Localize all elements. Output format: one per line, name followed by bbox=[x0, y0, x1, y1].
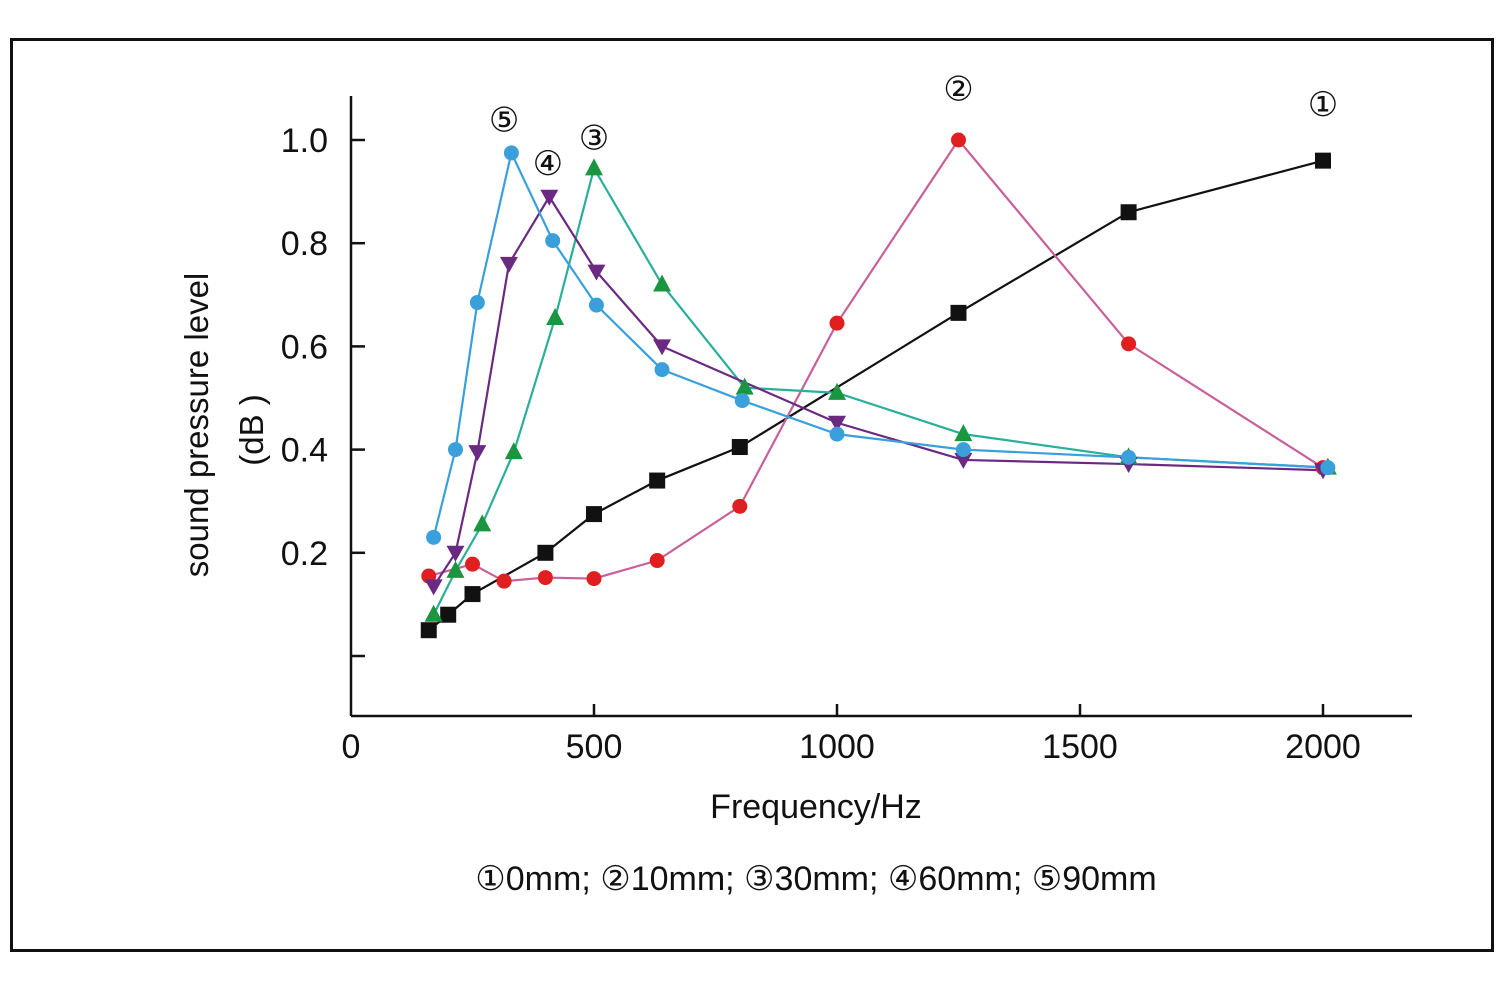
series-line-10mm bbox=[428, 138, 1324, 583]
marker-30mm bbox=[504, 442, 523, 460]
marker-0mm bbox=[537, 544, 554, 561]
ticks: 0 500 1000 1500 2000 0.2 0.4 0.6 0.8 1.0 bbox=[281, 122, 1361, 766]
x-tick-label: 0 bbox=[342, 728, 361, 766]
marker-0mm bbox=[649, 472, 666, 489]
marker-90mm bbox=[1121, 449, 1137, 465]
series-markers bbox=[420, 132, 1337, 639]
marker-30mm bbox=[735, 377, 754, 395]
marker-30mm bbox=[446, 560, 465, 578]
marker-90mm bbox=[545, 233, 561, 249]
marker-30mm bbox=[473, 514, 492, 532]
marker-60mm bbox=[499, 256, 518, 273]
series-label-0mm: ① bbox=[1308, 86, 1338, 124]
marker-60mm bbox=[468, 445, 487, 462]
series-label-90mm: ⑤ bbox=[489, 101, 519, 139]
legend-text: ①0mm; ②10mm; ③30mm; ④60mm; ⑤90mm bbox=[475, 860, 1156, 898]
y-tick-label: 0.8 bbox=[281, 225, 328, 263]
marker-90mm bbox=[447, 442, 463, 458]
series-line-30mm bbox=[432, 165, 1328, 616]
marker-10mm bbox=[496, 573, 512, 589]
series-line-90mm bbox=[432, 149, 1328, 538]
marker-60mm bbox=[446, 545, 465, 562]
y-axis-unit-label: (dB ) bbox=[233, 394, 270, 466]
marker-90mm bbox=[1320, 460, 1336, 476]
marker-10mm bbox=[537, 570, 553, 586]
x-axis-label: Frequency/Hz bbox=[710, 788, 922, 826]
x-tick-label: 2000 bbox=[1285, 728, 1361, 766]
series-label-60mm: ④ bbox=[533, 145, 563, 183]
marker-90mm bbox=[955, 442, 971, 458]
marker-30mm bbox=[954, 424, 973, 442]
marker-90mm bbox=[469, 295, 485, 311]
marker-90mm bbox=[654, 362, 670, 378]
marker-0mm bbox=[731, 439, 748, 456]
marker-0mm bbox=[586, 506, 602, 523]
marker-0mm bbox=[420, 622, 437, 639]
marker-30mm bbox=[828, 382, 846, 400]
marker-10mm bbox=[732, 498, 748, 514]
marker-60mm bbox=[540, 189, 559, 206]
marker-90mm bbox=[588, 297, 604, 313]
marker-60mm bbox=[954, 452, 973, 469]
marker-60mm bbox=[653, 339, 672, 356]
marker-60mm bbox=[424, 579, 443, 596]
marker-10mm bbox=[829, 315, 845, 331]
marker-90mm bbox=[734, 393, 750, 409]
marker-10mm bbox=[586, 571, 602, 587]
y-tick-label: 1.0 bbox=[281, 122, 328, 160]
series-line-0mm bbox=[428, 159, 1324, 632]
marker-90mm bbox=[829, 426, 845, 442]
x-tick-label: 1500 bbox=[1042, 728, 1118, 766]
marker-30mm bbox=[653, 274, 672, 292]
figure-frame bbox=[10, 38, 1494, 952]
y-tick-label: 0.6 bbox=[281, 328, 328, 366]
marker-0mm bbox=[440, 606, 457, 623]
series-labels: ① ② ③④⑤ bbox=[489, 70, 1338, 183]
marker-10mm bbox=[649, 553, 665, 569]
marker-0mm bbox=[950, 304, 967, 321]
series-label-10mm: ② bbox=[943, 70, 973, 108]
x-tick-label: 1000 bbox=[799, 728, 875, 766]
marker-10mm bbox=[1121, 336, 1137, 352]
marker-60mm bbox=[587, 264, 606, 281]
series-label-30mm: ③ bbox=[579, 119, 609, 157]
marker-90mm bbox=[426, 529, 442, 545]
marker-30mm bbox=[585, 158, 603, 176]
axes bbox=[349, 96, 1412, 718]
series-lines bbox=[428, 138, 1328, 632]
marker-90mm bbox=[503, 145, 519, 161]
marker-60mm bbox=[828, 415, 846, 432]
marker-0mm bbox=[1120, 204, 1137, 221]
marker-0mm bbox=[1315, 152, 1331, 169]
x-tick-label: 500 bbox=[566, 728, 623, 766]
marker-10mm bbox=[951, 132, 966, 148]
marker-0mm bbox=[464, 586, 481, 603]
marker-30mm bbox=[546, 308, 565, 326]
y-axis-label: sound pressure level bbox=[178, 273, 215, 578]
series-line-60mm bbox=[432, 194, 1324, 587]
marker-10mm bbox=[465, 556, 480, 572]
y-tick-label: 0.2 bbox=[281, 535, 328, 573]
y-tick-label: 0.4 bbox=[281, 432, 328, 470]
marker-30mm bbox=[424, 604, 443, 622]
